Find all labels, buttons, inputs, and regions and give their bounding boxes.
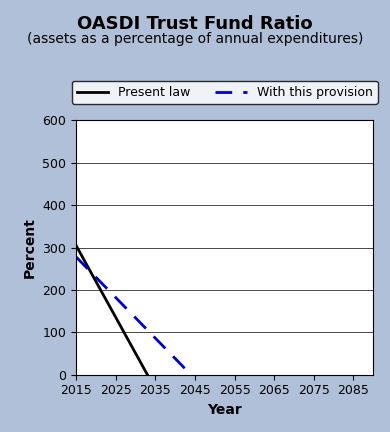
Y-axis label: Percent: Percent	[23, 217, 37, 278]
Text: (assets as a percentage of annual expenditures): (assets as a percentage of annual expend…	[27, 32, 363, 46]
Text: OASDI Trust Fund Ratio: OASDI Trust Fund Ratio	[77, 15, 313, 33]
Legend: Present law, With this provision: Present law, With this provision	[72, 81, 378, 104]
X-axis label: Year: Year	[207, 403, 242, 417]
